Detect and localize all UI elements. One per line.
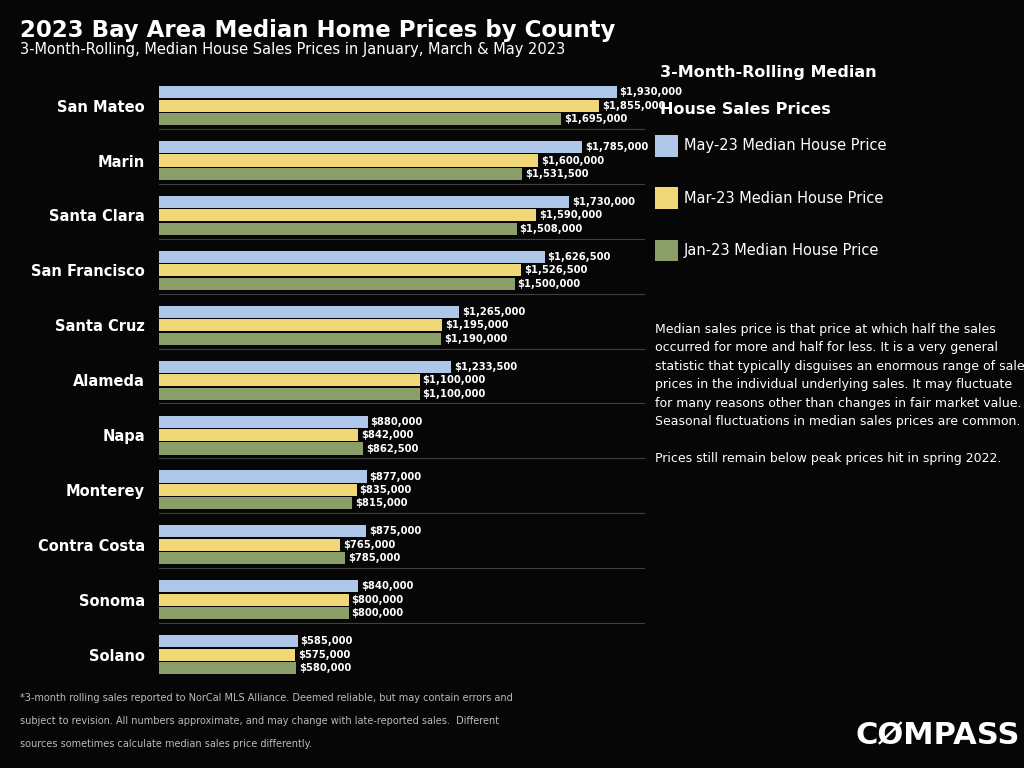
Text: $815,000: $815,000 <box>355 498 408 508</box>
Text: sources sometimes calculate median sales price differently.: sources sometimes calculate median sales… <box>20 739 312 749</box>
Text: $1,531,500: $1,531,500 <box>525 169 589 179</box>
Bar <box>159 429 358 441</box>
Bar <box>159 113 561 125</box>
Text: $1,590,000: $1,590,000 <box>539 210 602 220</box>
Text: $1,100,000: $1,100,000 <box>423 389 485 399</box>
Text: $1,508,000: $1,508,000 <box>519 224 583 234</box>
Text: $1,930,000: $1,930,000 <box>620 88 682 98</box>
Text: Jan-23 Median House Price: Jan-23 Median House Price <box>684 243 880 258</box>
Text: $1,265,000: $1,265,000 <box>462 306 525 317</box>
Text: $835,000: $835,000 <box>359 485 412 495</box>
Text: *3-month rolling sales reported to NorCal MLS Alliance. Deemed reliable, but may: *3-month rolling sales reported to NorCa… <box>20 693 513 703</box>
Bar <box>159 100 599 111</box>
Bar <box>159 662 296 674</box>
Bar <box>159 649 295 660</box>
Bar <box>159 223 516 235</box>
Text: $1,695,000: $1,695,000 <box>564 114 627 124</box>
Text: $1,626,500: $1,626,500 <box>548 252 611 262</box>
Text: $840,000: $840,000 <box>360 581 414 591</box>
Bar <box>159 319 442 331</box>
Text: $1,855,000: $1,855,000 <box>602 101 665 111</box>
Bar <box>159 594 348 606</box>
Text: $1,785,000: $1,785,000 <box>585 142 648 152</box>
Text: $1,100,000: $1,100,000 <box>423 375 485 386</box>
Bar <box>159 539 340 551</box>
Bar <box>159 264 521 276</box>
Bar <box>159 581 358 592</box>
Text: $880,000: $880,000 <box>371 416 423 426</box>
Text: $1,730,000: $1,730,000 <box>572 197 635 207</box>
Text: $585,000: $585,000 <box>300 636 352 646</box>
Bar <box>159 607 348 619</box>
Text: $875,000: $875,000 <box>370 526 422 536</box>
Text: Median sales price is that price at which half the sales
occurred for more and h: Median sales price is that price at whic… <box>655 323 1024 465</box>
Text: subject to revision. All numbers approximate, and may change with late-reported : subject to revision. All numbers approxi… <box>20 716 500 726</box>
Bar <box>159 251 545 263</box>
Bar <box>159 388 420 399</box>
Text: $1,195,000: $1,195,000 <box>445 320 509 330</box>
Text: $765,000: $765,000 <box>343 540 395 550</box>
Text: $1,500,000: $1,500,000 <box>517 279 581 289</box>
Text: $1,190,000: $1,190,000 <box>444 334 507 344</box>
Bar <box>159 196 569 208</box>
Bar <box>159 442 364 455</box>
Text: $800,000: $800,000 <box>351 608 403 618</box>
Bar <box>159 471 367 482</box>
Bar <box>159 306 459 318</box>
Text: $575,000: $575,000 <box>298 650 350 660</box>
Bar <box>159 361 452 372</box>
Text: $1,526,500: $1,526,500 <box>523 266 587 276</box>
Bar <box>159 86 616 98</box>
Text: May-23 Median House Price: May-23 Median House Price <box>684 138 887 154</box>
Text: House Sales Prices: House Sales Prices <box>660 102 831 118</box>
Text: 3-Month-Rolling Median: 3-Month-Rolling Median <box>660 65 878 81</box>
Text: $1,600,000: $1,600,000 <box>542 156 604 166</box>
Text: $842,000: $842,000 <box>361 430 414 440</box>
Bar <box>159 374 420 386</box>
Text: $877,000: $877,000 <box>370 472 422 482</box>
Text: $580,000: $580,000 <box>299 663 351 673</box>
Text: $800,000: $800,000 <box>351 594 403 604</box>
Bar <box>159 168 522 180</box>
Bar <box>159 498 352 509</box>
Bar <box>159 525 367 538</box>
Text: CØMPASS: CØMPASS <box>855 721 1020 750</box>
Text: 3-Month-Rolling, Median House Sales Prices in January, March & May 2023: 3-Month-Rolling, Median House Sales Pric… <box>20 42 565 58</box>
Bar <box>159 484 356 496</box>
Bar <box>159 154 539 167</box>
Text: Mar-23 Median House Price: Mar-23 Median House Price <box>684 190 884 206</box>
Bar <box>159 210 536 221</box>
Bar <box>159 278 515 290</box>
Bar <box>159 333 441 345</box>
Bar <box>159 635 298 647</box>
Bar <box>159 552 345 564</box>
Text: $785,000: $785,000 <box>348 553 400 564</box>
Text: $1,233,500: $1,233,500 <box>455 362 517 372</box>
Text: $862,500: $862,500 <box>367 443 419 454</box>
Text: 2023 Bay Area Median Home Prices by County: 2023 Bay Area Median Home Prices by Coun… <box>20 19 615 42</box>
Bar <box>159 415 368 428</box>
Bar <box>159 141 583 153</box>
